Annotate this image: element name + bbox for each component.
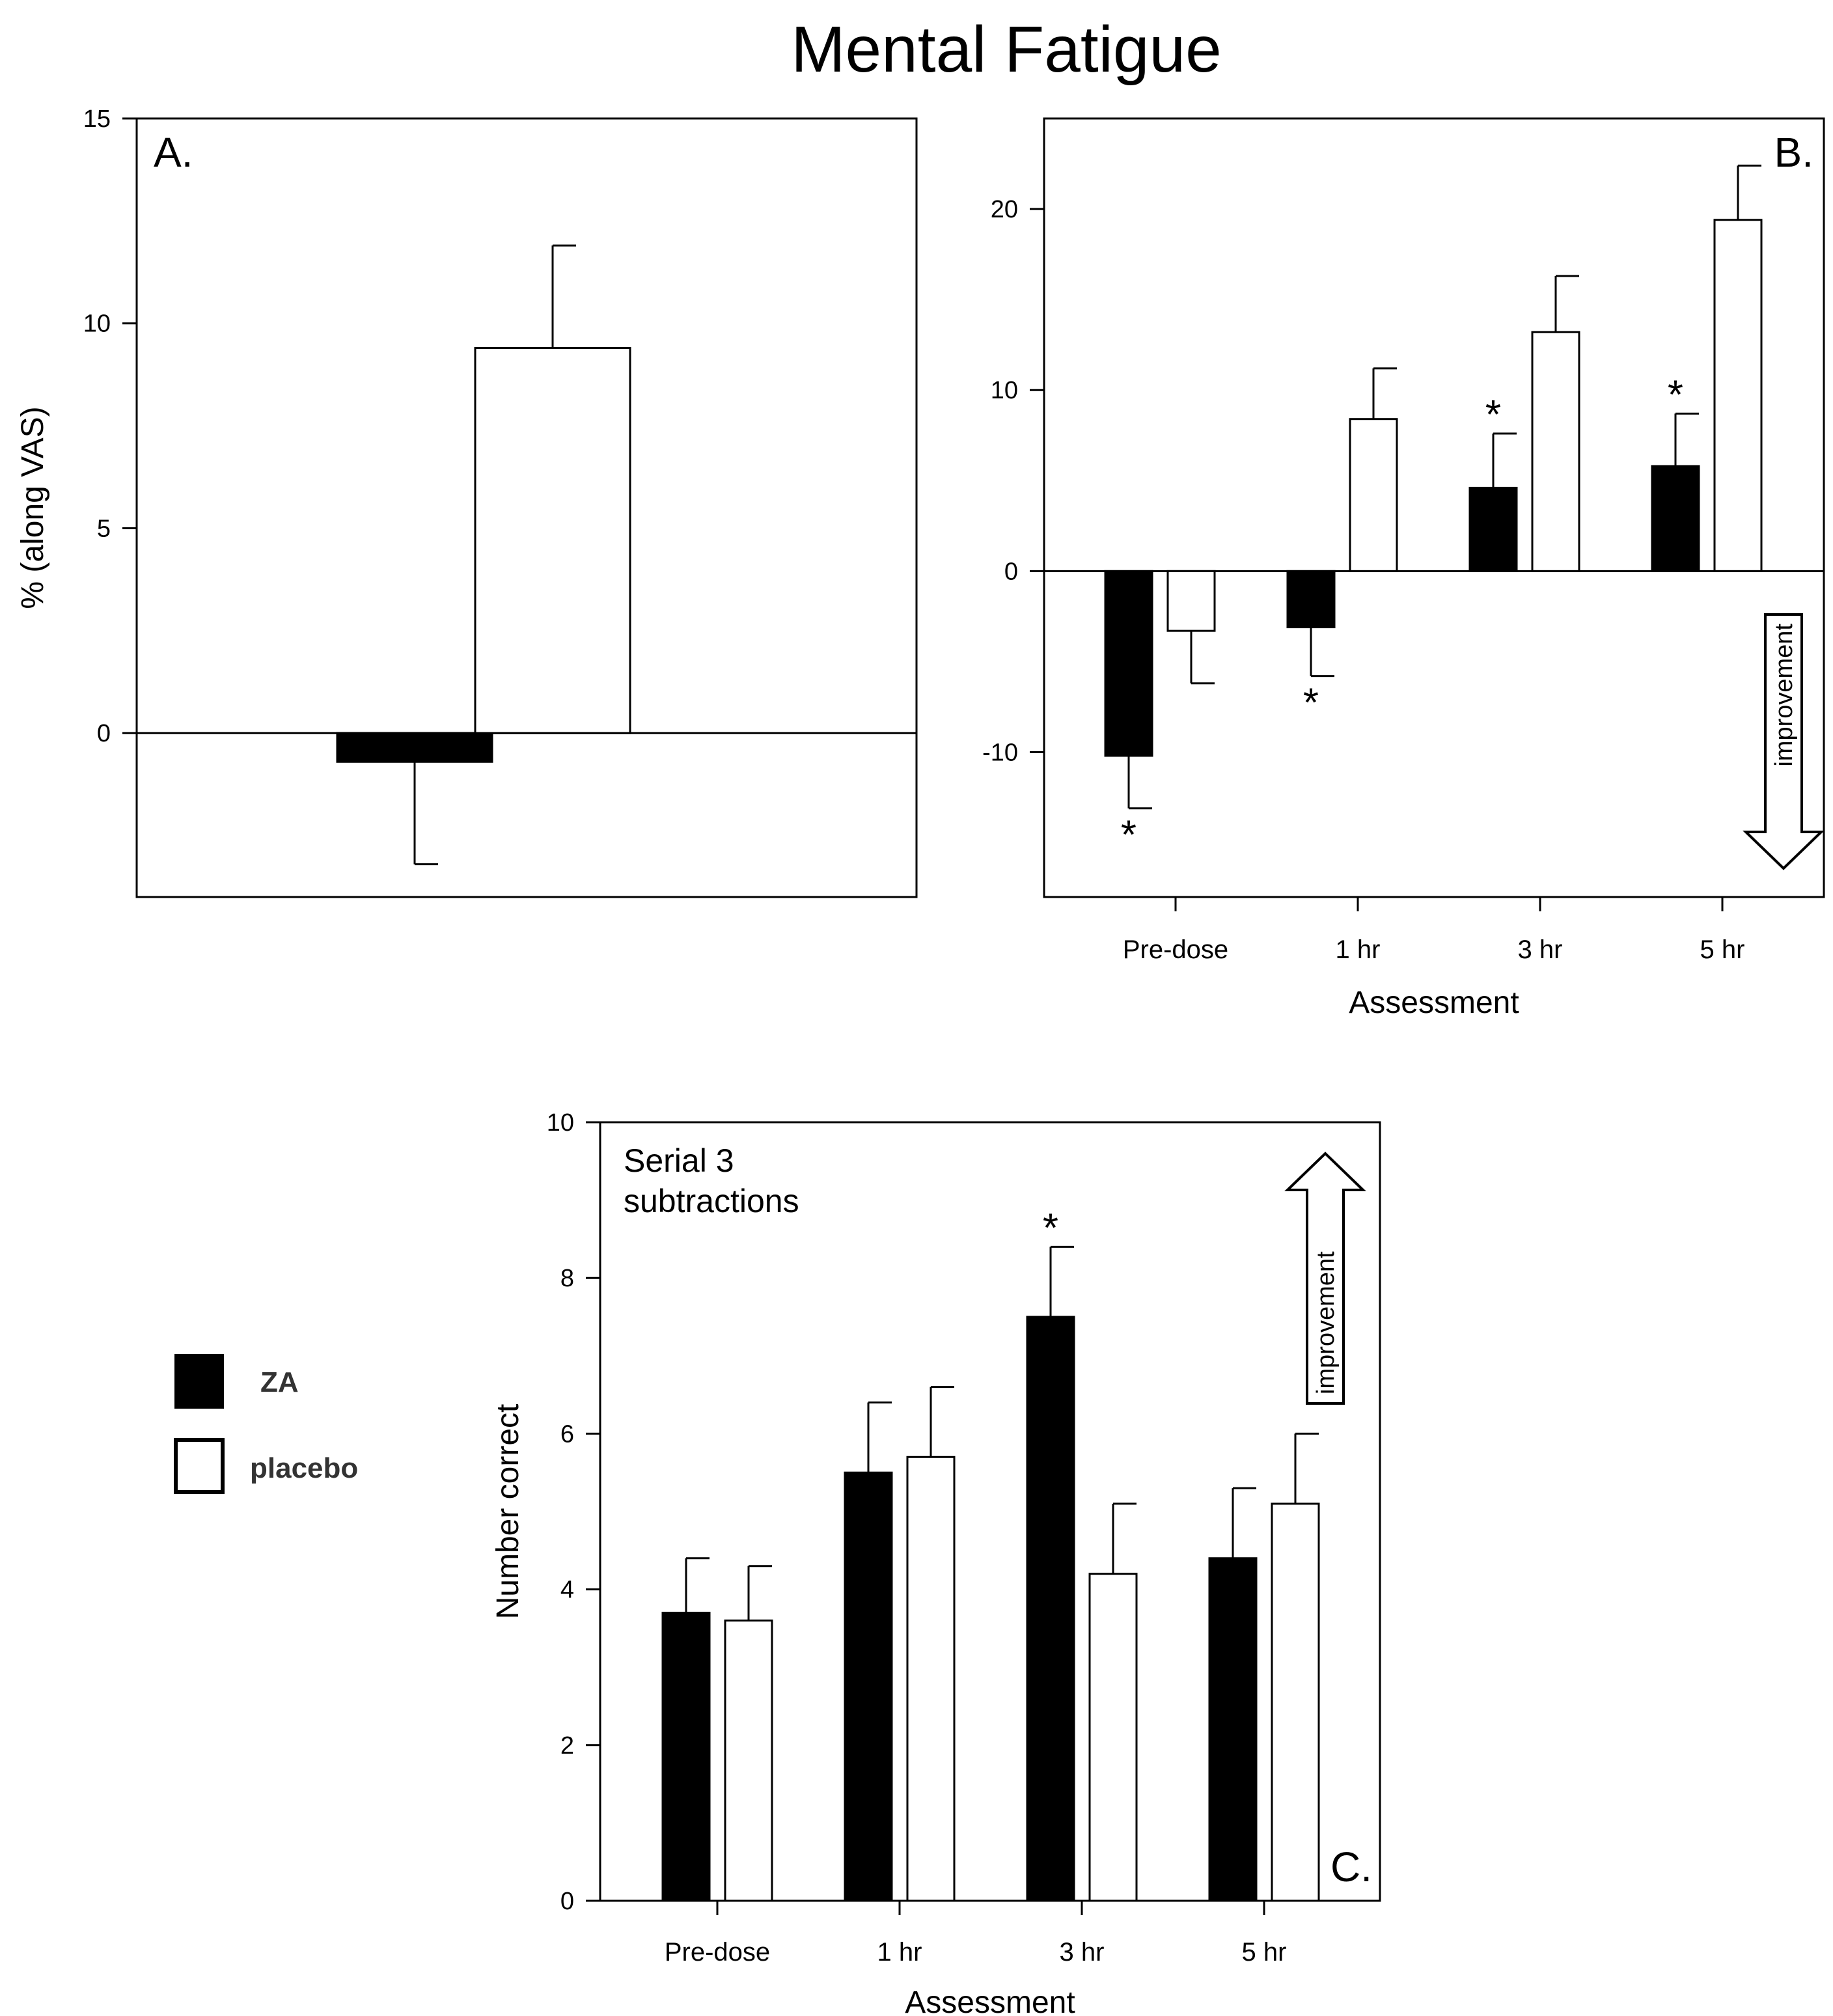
panel-c-arrow-label: improvement (1312, 1251, 1340, 1394)
panel-a-chart: 0 5 10 15 % (along VAS) A. (16, 105, 918, 898)
panel-c-bar-za (844, 1471, 893, 1902)
legend-swatch-za (174, 1354, 224, 1409)
panel-c-improvement-arrow-icon (1284, 1152, 1366, 1405)
panel-c-category-label: 1 hr (877, 1938, 922, 1967)
panel-c-category-label: 5 hr (1242, 1938, 1287, 1967)
panel-b-category-label: Pre-dose (1123, 935, 1228, 964)
panel-a-y-axis-label: % (along VAS) (16, 406, 50, 609)
panel-b-significance-star: * (1668, 372, 1683, 417)
panel-c-category-label: 3 hr (1060, 1938, 1105, 1967)
panel-a-ytick-label: 5 (97, 515, 111, 542)
panel-c-label: C. (1330, 1843, 1372, 1890)
panel-b-bar-za (1651, 465, 1700, 572)
panel-b-x-axis-label: Assessment (1349, 986, 1519, 1020)
legend-swatch-placebo (174, 1438, 225, 1494)
panel-a-ytick-label: 15 (83, 105, 111, 133)
panel-c-ytick-label: 0 (560, 1888, 574, 1915)
panel-a-frame (135, 117, 918, 898)
panel-c-bar-placebo (724, 1619, 773, 1902)
panel-c-ytick-label: 10 (547, 1109, 574, 1137)
panel-c-bar-placebo (906, 1456, 956, 1902)
panel-c-ytick-label: 6 (560, 1420, 574, 1448)
panel-b-bar-placebo (1531, 331, 1580, 572)
panel-c-category-label: Pre-dose (665, 1938, 770, 1967)
panel-b-label: B. (1774, 129, 1813, 176)
panel-c-x-axis-label: Assessment (905, 1985, 1075, 2016)
panel-c-ytick-label: 4 (560, 1577, 574, 1604)
panel-c-significance-star: * (1043, 1206, 1058, 1250)
legend-label-za: ZA (260, 1366, 299, 1398)
figure-title: Mental Fatigue (791, 13, 1221, 86)
panel-b-ytick-label: 10 (991, 377, 1018, 404)
panel-c-frame (599, 1121, 1381, 1902)
panel-c-bar-za (661, 1611, 711, 1902)
panel-b-significance-star: * (1303, 681, 1319, 726)
panel-c-y-axis-label: Number correct (491, 1404, 525, 1620)
panel-b-frame (1043, 117, 1825, 898)
panel-c-bar-placebo (1088, 1573, 1138, 1902)
legend-label-placebo: placebo (250, 1452, 358, 1484)
panel-b-category-label: 1 hr (1336, 935, 1381, 964)
panel-b-ytick-label: 0 (1004, 558, 1018, 585)
panel-b-chart: -10 0 10 20 * * * * Pre-dose 1 hr 3 hr 5 hr Assessme… (982, 117, 1825, 1020)
panel-b-bar-za (1286, 570, 1336, 629)
panel-c-chart: 0 2 4 6 8 10 * Pre-dose 1 hr 3 hr 5 hr Assessment Nu… (491, 1109, 1381, 2016)
panel-a-bar-placebo (474, 347, 631, 734)
panel-c-bar-za (1208, 1557, 1258, 1902)
panel-b-bar-placebo (1713, 219, 1763, 572)
panel-b-significance-star: * (1121, 813, 1137, 858)
panel-c-ytick-label: 8 (560, 1265, 574, 1292)
panel-c-ytick-label: 2 (560, 1732, 574, 1760)
panel-b-improvement-arrow-icon (1743, 613, 1825, 870)
panel-c-bar-za (1026, 1316, 1075, 1902)
panel-a-bar-za (336, 732, 493, 763)
panel-b-bar-za (1104, 570, 1153, 757)
panel-b-significance-star: * (1485, 393, 1501, 437)
panel-b-ytick-label: 20 (991, 196, 1018, 223)
panel-b-ytick-label: -10 (982, 739, 1018, 766)
panel-b-category-label: 5 hr (1700, 935, 1745, 964)
panel-a-ytick-label: 0 (97, 720, 111, 747)
panel-b-bar-za (1468, 486, 1518, 572)
panel-b-bar-placebo (1349, 418, 1398, 572)
panel-a-ytick-label: 10 (83, 311, 111, 338)
panel-c-bar-placebo (1271, 1502, 1320, 1902)
panel-b-category-label: 3 hr (1518, 935, 1563, 964)
panel-c-annotation-line: Serial 3 (624, 1142, 734, 1179)
panel-c-annotation-line: subtractions (624, 1183, 799, 1219)
panel-b-bar-placebo (1166, 570, 1216, 632)
panel-b-arrow-label: improvement (1771, 624, 1798, 767)
legend: ZA placebo (174, 1354, 358, 1494)
panel-a-label: A. (154, 129, 193, 176)
